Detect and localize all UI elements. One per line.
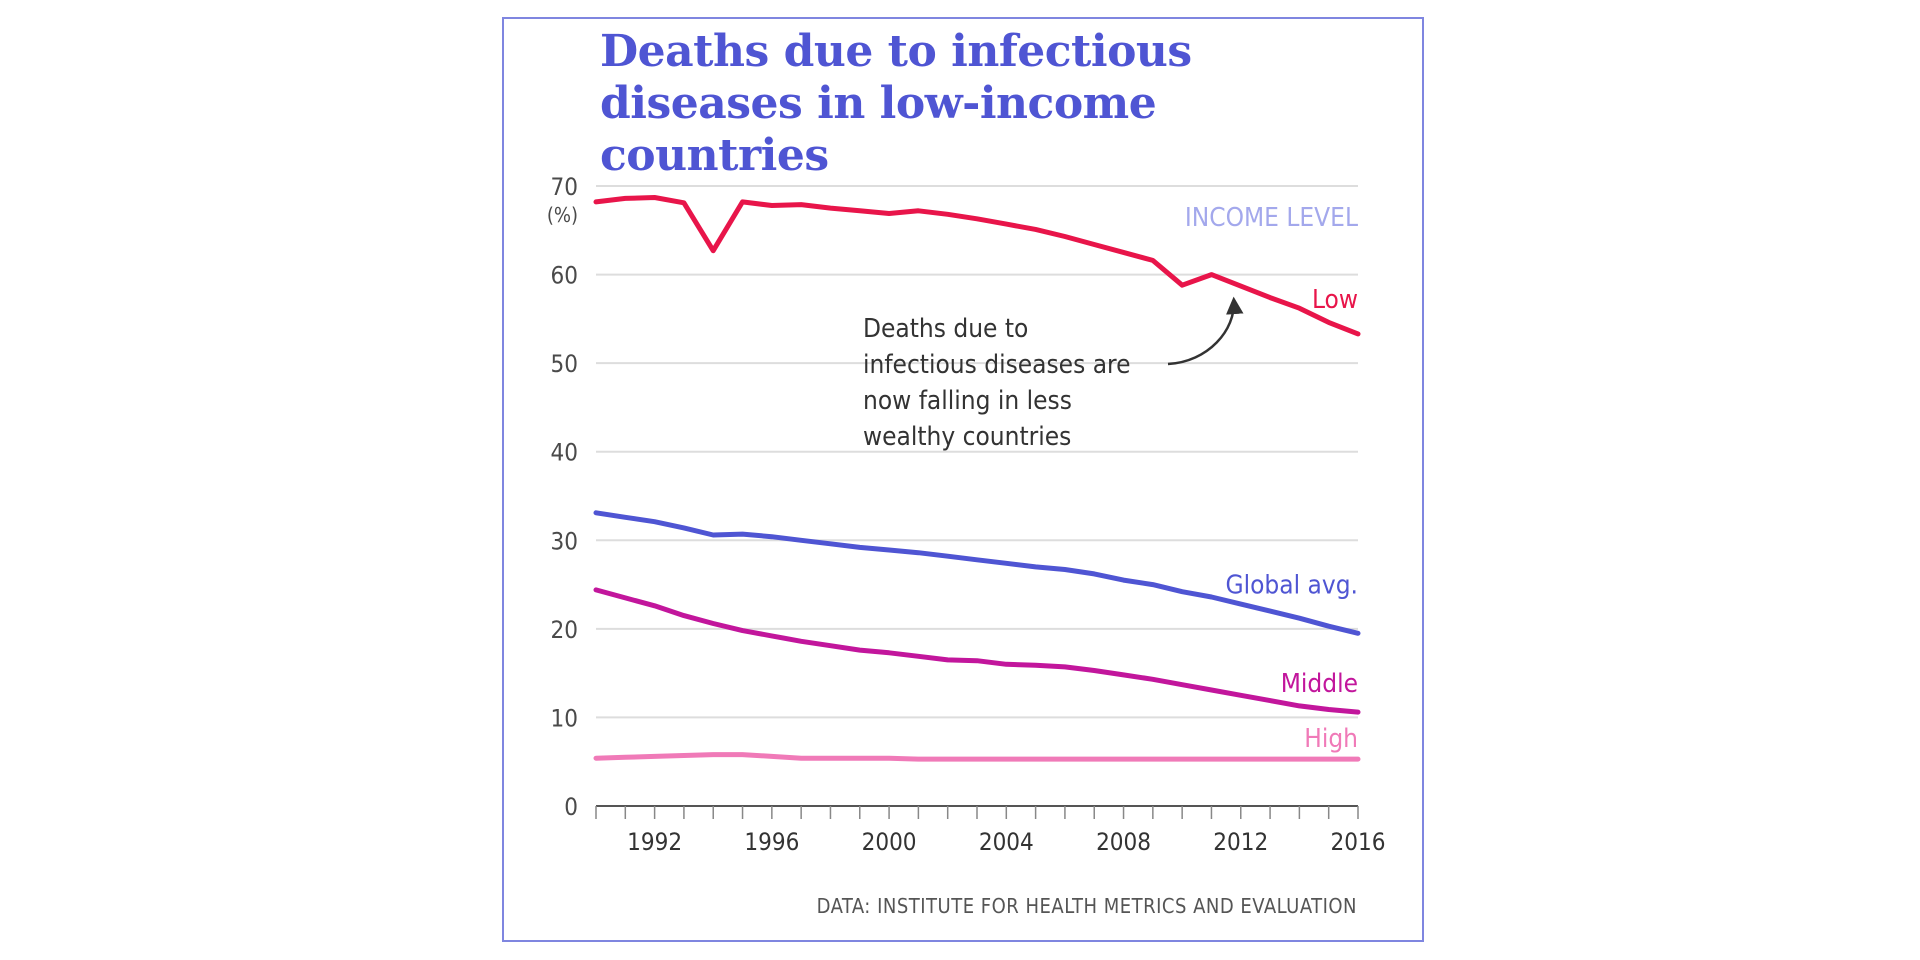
- series-line-high: [593, 752, 1361, 762]
- annotation-line: wealthy countries: [863, 422, 1071, 452]
- series-label-high: High: [1304, 724, 1358, 754]
- annotation-arrow: [1167, 296, 1244, 366]
- series-label-low: Low: [1312, 285, 1358, 315]
- series-lines: [593, 195, 1361, 762]
- x-tick-label: 2008: [1096, 828, 1151, 856]
- x-tick-label: 2004: [979, 828, 1034, 856]
- y-axis-unit: (%): [547, 203, 578, 227]
- annotation-line: infectious diseases are: [863, 350, 1130, 380]
- data-source: DATA: INSTITUTE FOR HEALTH METRICS AND E…: [816, 894, 1357, 918]
- x-tick-label: 2012: [1213, 828, 1268, 856]
- y-axis-ticks: 70 60 50 40 30 20 10 0: [551, 173, 578, 821]
- y-tick-label: 70: [551, 173, 578, 201]
- annotation-line: Deaths due to: [863, 314, 1028, 344]
- series-line-middle: [593, 587, 1361, 715]
- x-tick-label: 2016: [1331, 828, 1386, 856]
- x-tick-label: 1996: [744, 828, 799, 856]
- series-label-middle: Middle: [1281, 669, 1358, 699]
- legend-title: INCOME LEVEL: [1185, 203, 1358, 233]
- series-line-low: [593, 195, 1361, 337]
- y-tick-label: 10: [551, 704, 578, 732]
- y-tick-label: 50: [551, 350, 578, 378]
- x-tick-label: 2000: [862, 828, 917, 856]
- series-line-global-avg: [593, 510, 1361, 636]
- x-tick-label: 1992: [627, 828, 682, 856]
- series-labels: Low Global avg. Middle High: [1225, 285, 1358, 754]
- x-axis: 1992 1996 2000 2004 2008 2012 2016: [595, 805, 1386, 856]
- gridlines: [596, 185, 1358, 719]
- y-tick-label: 30: [551, 527, 578, 555]
- y-tick-label: 40: [551, 439, 578, 467]
- annotation-line: now falling in less: [863, 386, 1072, 416]
- chart-title: Deaths due to infectious diseases in low…: [600, 26, 1192, 181]
- series-label-global-avg: Global avg.: [1225, 570, 1358, 600]
- y-tick-label: 20: [551, 616, 578, 644]
- annotation: Deaths due to infectious diseases are now …: [863, 296, 1244, 452]
- y-tick-label: 60: [551, 262, 578, 290]
- y-tick-label: 0: [564, 793, 578, 821]
- chart-card: [502, 17, 1424, 942]
